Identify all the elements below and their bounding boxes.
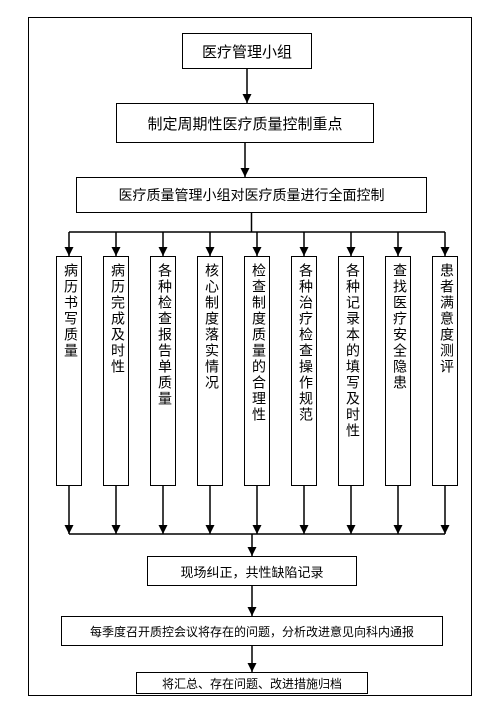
node-bot-2-label: 每季度召开质控会议将存在的问题，分析改进意见向科内通报 (90, 623, 414, 640)
branch-node-label: 查找医疗安全隐患 (388, 263, 408, 391)
branch-node: 病历完成及时性 (103, 256, 129, 486)
branch-node: 检查制度质量的合理性 (244, 256, 270, 486)
branch-node-label: 各种治疗检查操作规范 (294, 263, 314, 423)
node-top-3-label: 医疗质量管理小组对医疗质量进行全面控制 (119, 185, 385, 205)
node-bot-2: 每季度召开质控会议将存在的问题，分析改进意见向科内通报 (61, 616, 443, 646)
branch-node: 病历书写质量 (56, 256, 82, 486)
branch-node-label: 核心制度落实情况 (200, 263, 220, 391)
branch-node-label: 患者满意度测评 (435, 263, 455, 375)
page: 医疗管理小组 制定周期性医疗质量控制重点 医疗质量管理小组对医疗质量进行全面控制… (0, 0, 500, 718)
node-top-2-label: 制定周期性医疗质量控制重点 (147, 113, 342, 134)
branch-node-label: 各种检查报告单质量 (153, 263, 173, 407)
node-top-3: 医疗质量管理小组对医疗质量进行全面控制 (76, 177, 427, 213)
node-bot-3: 将汇总、存在问题、改进措施归档 (136, 672, 368, 694)
branch-node: 各种治疗检查操作规范 (291, 256, 317, 486)
node-bot-1-label: 现场纠正，共性缺陷记录 (180, 562, 323, 581)
branch-node-label: 检查制度质量的合理性 (247, 263, 267, 423)
node-bot-1: 现场纠正，共性缺陷记录 (147, 556, 357, 586)
node-top-2: 制定周期性医疗质量控制重点 (116, 103, 374, 143)
branch-node: 患者满意度测评 (432, 256, 458, 486)
node-top-1-label: 医疗管理小组 (202, 41, 292, 62)
branch-node: 各种检查报告单质量 (150, 256, 176, 486)
node-top-1: 医疗管理小组 (182, 33, 312, 69)
branch-node: 查找医疗安全隐患 (385, 256, 411, 486)
branch-node-label: 病历完成及时性 (106, 263, 126, 375)
branch-node: 各种记录本的填写及时性 (338, 256, 364, 486)
branch-node-label: 各种记录本的填写及时性 (341, 263, 361, 439)
node-bot-3-label: 将汇总、存在问题、改进措施归档 (162, 675, 342, 692)
branch-node-label: 病历书写质量 (59, 263, 79, 359)
branch-node: 核心制度落实情况 (197, 256, 223, 486)
